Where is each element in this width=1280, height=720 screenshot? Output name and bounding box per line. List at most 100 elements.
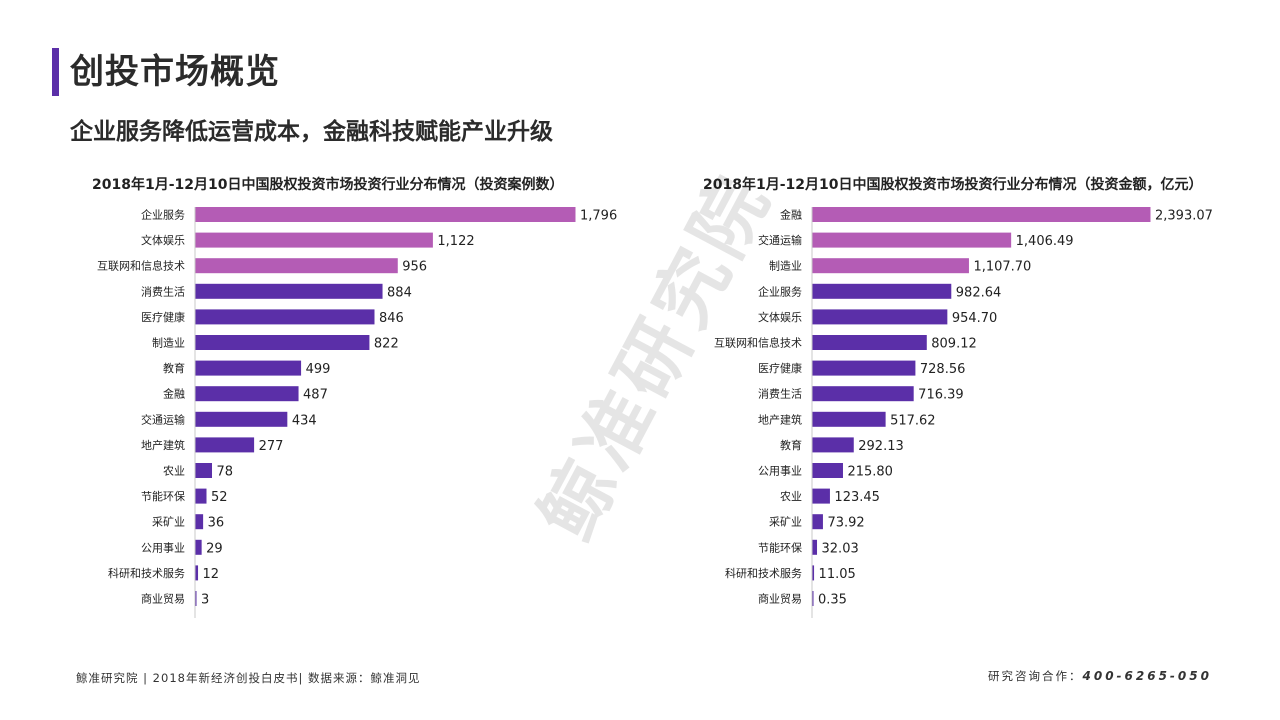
bar — [812, 565, 815, 581]
bar — [812, 591, 814, 606]
category-label: 文体娱乐 — [141, 233, 185, 247]
category-label: 地产建筑 — [141, 438, 185, 452]
value-label: 73.92 — [827, 516, 864, 531]
page-title: 创投市场概览 — [70, 52, 280, 92]
value-label: 728.56 — [920, 362, 966, 377]
chart-amount: 金融 2,393.07 交通运输 1,406.49 制造业 1,107.70 企业服务 982… — [714, 207, 1213, 618]
category-label: 公用事业 — [141, 541, 185, 554]
value-label: 52 — [211, 490, 228, 505]
category-label: 交通运输 — [758, 233, 802, 247]
bar — [812, 411, 886, 427]
category-label: 文体娱乐 — [758, 310, 802, 324]
value-label: 954.70 — [952, 311, 998, 326]
category-label: 节能环保 — [758, 540, 802, 554]
bar — [195, 207, 576, 222]
category-label: 消费生活 — [141, 284, 185, 298]
bar — [195, 309, 375, 325]
category-label: 农业 — [163, 464, 185, 478]
bar — [195, 514, 204, 530]
category-label: 企业服务 — [141, 208, 185, 222]
chart-cases: 企业服务 1,796 文体娱乐 1,122 互联网和信息技术 956 消费生活 884 医疗健康… — [97, 207, 617, 618]
category-label: 医疗健康 — [141, 310, 185, 324]
value-label: 32.03 — [822, 541, 859, 556]
footer-source: 鲸准研究院 | 2018年新经济创投白皮书| 数据来源：鲸准洞见 — [76, 671, 421, 685]
chart-title-cases: 2018年1月-12月10日中国股权投资市场投资行业分布情况（投资案例数） — [92, 177, 564, 193]
value-label: 78 — [217, 465, 234, 480]
bar — [195, 463, 213, 478]
bar — [195, 360, 302, 376]
value-label: 3 — [201, 593, 209, 608]
value-label: 1,107.70 — [973, 260, 1031, 275]
contact-phone: 400-6265-050 — [1082, 669, 1212, 683]
category-label: 教育 — [780, 438, 802, 452]
category-label: 消费生活 — [758, 387, 802, 401]
footer-contact: 研究咨询合作：400-6265-050 — [988, 668, 1212, 684]
bar — [812, 488, 830, 504]
value-label: 36 — [208, 516, 225, 531]
value-label: 846 — [379, 311, 404, 326]
bar — [195, 539, 202, 555]
category-label: 节能环保 — [141, 489, 185, 503]
value-label: 215.80 — [847, 465, 893, 480]
bar — [195, 386, 299, 402]
category-label: 农业 — [780, 489, 802, 503]
bar — [812, 539, 818, 555]
bar — [195, 335, 370, 350]
value-label: 434 — [292, 413, 317, 428]
value-label: 11.05 — [819, 567, 856, 582]
bar — [812, 232, 1012, 248]
category-label: 采矿业 — [152, 516, 185, 529]
value-label: 982.64 — [956, 285, 1002, 300]
bar — [195, 437, 255, 453]
value-label: 809.12 — [931, 337, 977, 352]
category-label: 企业服务 — [758, 284, 802, 298]
value-label: 956 — [402, 260, 427, 275]
category-label: 金融 — [780, 208, 802, 222]
category-label: 公用事业 — [758, 465, 802, 478]
category-label: 教育 — [163, 361, 185, 375]
category-label: 医疗健康 — [758, 361, 802, 375]
bar — [195, 283, 383, 299]
category-label: 科研和技术服务 — [108, 566, 185, 580]
bar — [812, 335, 927, 350]
bar — [812, 258, 969, 274]
value-label: 277 — [259, 439, 284, 454]
bar — [812, 207, 1151, 222]
category-label: 地产建筑 — [758, 412, 802, 426]
value-label: 487 — [303, 388, 328, 403]
bar — [812, 283, 952, 299]
category-label: 采矿业 — [769, 516, 802, 529]
category-label: 制造业 — [769, 259, 802, 273]
value-label: 2,393.07 — [1155, 209, 1213, 224]
value-label: 1,796 — [580, 209, 617, 224]
title-accent-bar — [52, 48, 59, 96]
value-label: 12 — [203, 567, 220, 582]
bar — [812, 514, 823, 530]
category-label: 制造业 — [152, 336, 185, 350]
category-label: 商业贸易 — [141, 592, 185, 606]
value-label: 292.13 — [858, 439, 904, 454]
category-label: 金融 — [163, 387, 185, 401]
category-label: 商业贸易 — [758, 592, 802, 606]
value-label: 29 — [206, 541, 223, 556]
bar — [195, 258, 398, 274]
value-label: 716.39 — [918, 388, 964, 403]
bar — [195, 565, 199, 581]
category-label: 互联网和信息技术 — [714, 336, 802, 350]
bar — [195, 411, 288, 427]
value-label: 517.62 — [890, 413, 936, 428]
bar — [195, 232, 433, 248]
bar — [195, 591, 197, 606]
value-label: 0.35 — [818, 593, 847, 608]
bar — [812, 463, 843, 478]
value-label: 123.45 — [834, 490, 880, 505]
bar — [812, 309, 948, 325]
bar — [812, 386, 914, 402]
bar — [812, 360, 916, 376]
bar — [812, 437, 854, 453]
contact-label: 研究咨询合作： — [988, 669, 1083, 683]
category-label: 科研和技术服务 — [725, 566, 802, 580]
value-label: 822 — [374, 337, 399, 352]
bar — [195, 488, 207, 504]
category-label: 交通运输 — [141, 412, 185, 426]
